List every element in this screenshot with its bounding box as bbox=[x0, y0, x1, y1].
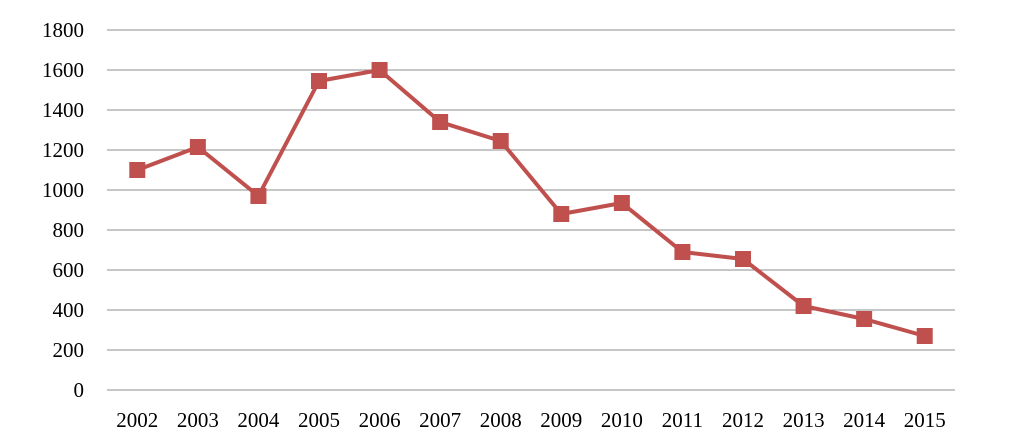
data-point-marker bbox=[916, 328, 933, 344]
data-point-marker bbox=[613, 195, 630, 211]
gridlines bbox=[107, 29, 955, 391]
x-tick-label: 2014 bbox=[843, 408, 886, 432]
data-point-marker bbox=[189, 139, 206, 155]
data-point-marker bbox=[795, 298, 812, 314]
data-point-marker bbox=[674, 244, 691, 260]
x-axis-tick-labels: 2002 2003 2004 2005 2006 2007 2008 2009 2010 2011… bbox=[116, 408, 945, 432]
y-axis-tick-labels: 0 200 400 600 800 1000 1200 1400 1600 1800 bbox=[42, 18, 84, 402]
x-tick-label: 2011 bbox=[662, 408, 703, 432]
data-point-marker bbox=[250, 188, 267, 204]
x-tick-label: 2006 bbox=[359, 408, 401, 432]
data-point-marker bbox=[129, 162, 146, 178]
x-tick-label: 2007 bbox=[419, 408, 461, 432]
x-tick-label: 2009 bbox=[540, 408, 582, 432]
x-tick-label: 2004 bbox=[237, 408, 280, 432]
x-tick-label: 2008 bbox=[480, 408, 522, 432]
series-line bbox=[136, 68, 926, 338]
x-tick-label: 2003 bbox=[177, 408, 219, 432]
y-tick-label: 1800 bbox=[42, 18, 84, 42]
y-tick-label: 1200 bbox=[42, 138, 84, 162]
x-tick-label: 2015 bbox=[904, 408, 946, 432]
x-tick-label: 2013 bbox=[783, 408, 825, 432]
y-tick-label: 0 bbox=[74, 378, 85, 402]
x-tick-label: 2010 bbox=[601, 408, 643, 432]
y-tick-label: 1400 bbox=[42, 98, 84, 122]
data-point-marker bbox=[311, 73, 327, 89]
data-point-marker bbox=[553, 206, 570, 222]
y-tick-label: 600 bbox=[53, 258, 85, 282]
y-tick-label: 1000 bbox=[42, 178, 84, 202]
data-point-marker bbox=[432, 114, 449, 130]
y-tick-label: 800 bbox=[53, 218, 85, 242]
data-point-marker bbox=[492, 133, 509, 149]
series-trend bbox=[129, 62, 933, 344]
y-tick-label: 400 bbox=[53, 298, 85, 322]
x-tick-label: 2002 bbox=[116, 408, 158, 432]
data-point-marker bbox=[735, 251, 751, 267]
data-point-marker bbox=[371, 62, 388, 78]
x-tick-label: 2012 bbox=[722, 408, 764, 432]
y-tick-label: 1600 bbox=[42, 58, 84, 82]
x-tick-label: 2005 bbox=[298, 408, 340, 432]
data-point-marker bbox=[856, 311, 873, 327]
y-tick-label: 200 bbox=[53, 338, 85, 362]
